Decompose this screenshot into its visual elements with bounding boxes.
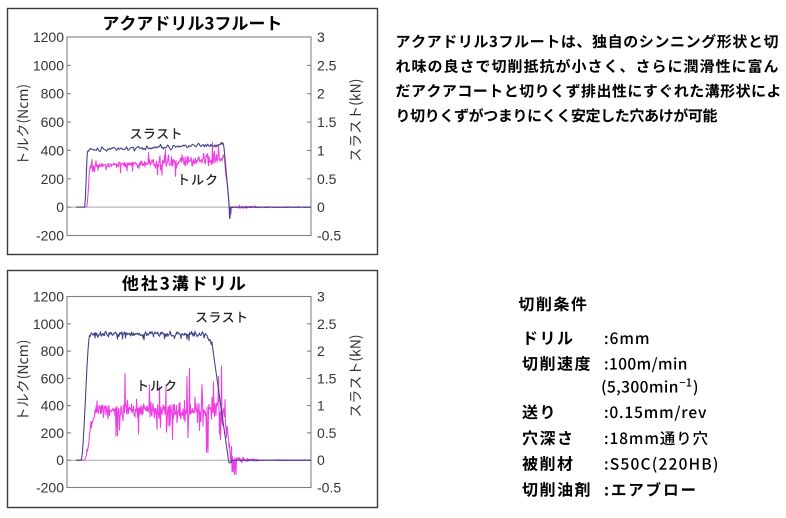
svg-text:2.5: 2.5 [317, 316, 337, 332]
svg-text:-0.5: -0.5 [317, 480, 341, 496]
svg-text:200: 200 [41, 425, 65, 441]
svg-text:-200: -200 [36, 228, 64, 244]
svg-text:0.5: 0.5 [317, 171, 337, 187]
svg-text:600: 600 [41, 370, 65, 386]
svg-text:600: 600 [41, 114, 65, 130]
svg-text:0: 0 [317, 199, 325, 215]
svg-text:800: 800 [41, 343, 65, 359]
svg-text:800: 800 [41, 86, 65, 102]
svg-text:1200: 1200 [33, 289, 64, 305]
svg-text:1000: 1000 [33, 316, 64, 332]
svg-text:2.5: 2.5 [317, 57, 337, 73]
svg-text:1: 1 [317, 142, 325, 158]
svg-text:3: 3 [317, 29, 325, 45]
svg-text:1000: 1000 [33, 57, 64, 73]
svg-text:400: 400 [41, 398, 65, 414]
svg-text:2: 2 [317, 343, 325, 359]
svg-text:1200: 1200 [33, 29, 64, 45]
svg-text:0: 0 [56, 199, 64, 215]
svg-text:1.5: 1.5 [317, 370, 337, 386]
svg-text:-0.5: -0.5 [317, 228, 341, 244]
svg-text:3: 3 [317, 289, 325, 305]
svg-text:1: 1 [317, 398, 325, 414]
svg-text:0: 0 [56, 452, 64, 468]
svg-text:0: 0 [317, 452, 325, 468]
svg-text:400: 400 [41, 142, 65, 158]
svg-text:-200: -200 [36, 480, 64, 496]
svg-text:0.5: 0.5 [317, 425, 337, 441]
svg-text:2: 2 [317, 86, 325, 102]
svg-text:200: 200 [41, 171, 65, 187]
svg-text:1.5: 1.5 [317, 114, 337, 130]
